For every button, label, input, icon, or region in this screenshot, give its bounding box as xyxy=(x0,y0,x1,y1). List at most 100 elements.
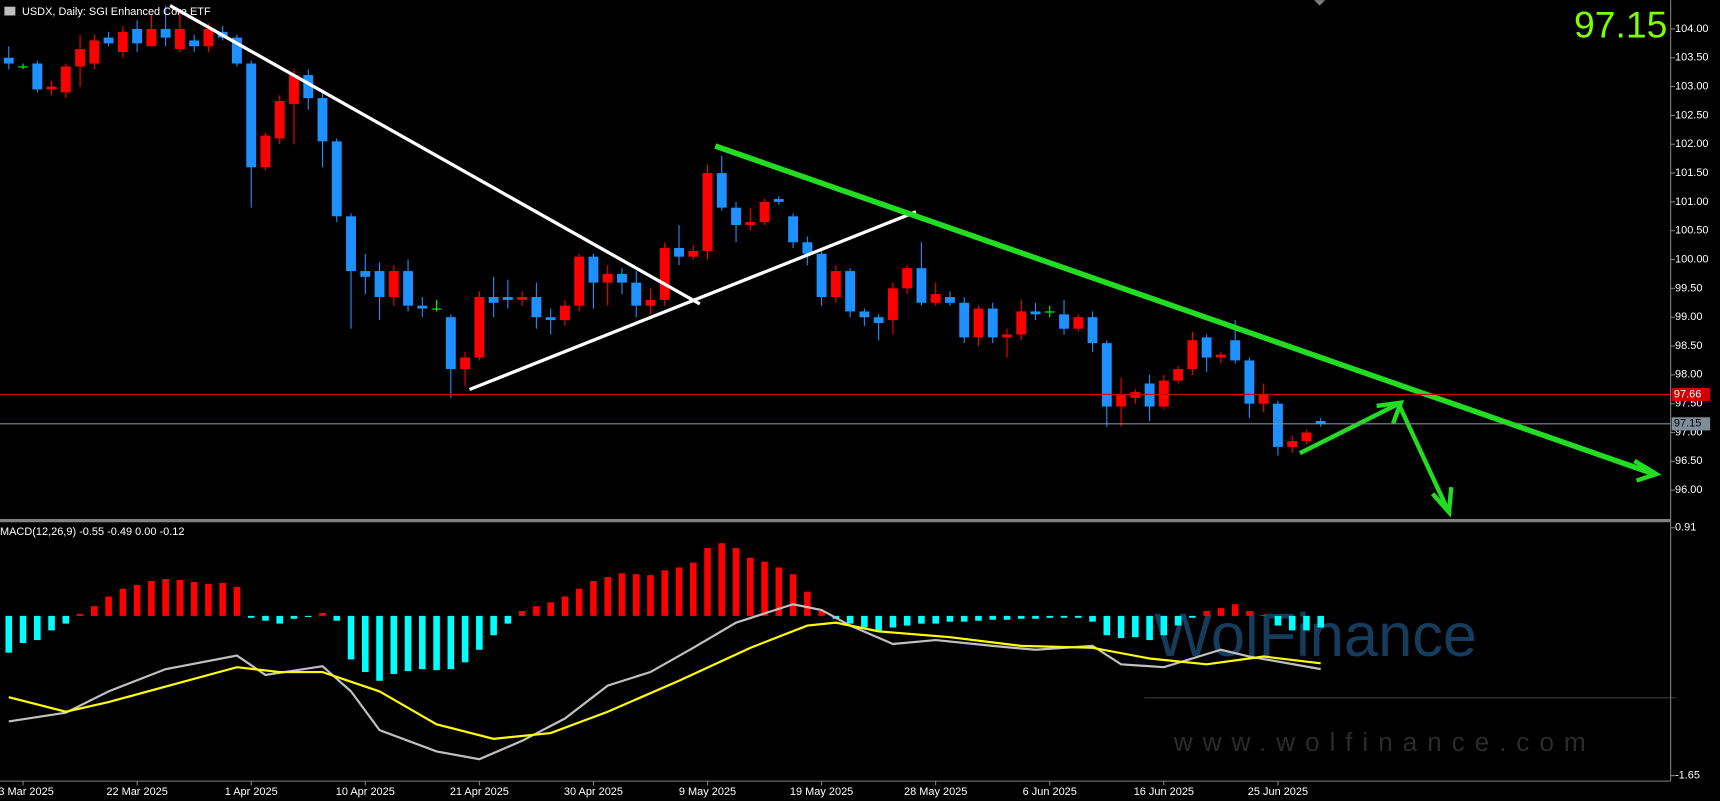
candle-body xyxy=(60,66,71,93)
candle-body xyxy=(303,75,314,99)
histogram-bar xyxy=(376,615,383,681)
y-tick-label: 102.00 xyxy=(1675,138,1709,150)
histogram-bar xyxy=(689,562,697,616)
y-tick-label: 0.91 xyxy=(1675,522,1696,534)
candle-body xyxy=(160,28,171,38)
x-tick-label: 10 Apr 2025 xyxy=(336,786,395,798)
candle-body xyxy=(1101,343,1112,407)
histogram-bar xyxy=(48,615,55,631)
candle-body xyxy=(374,271,385,298)
histogram-bar xyxy=(433,615,440,671)
candle-body xyxy=(1187,340,1198,370)
histogram-bar xyxy=(319,612,326,616)
trendline xyxy=(169,4,701,306)
histogram-bar xyxy=(932,615,939,624)
histogram-bar xyxy=(1174,615,1182,626)
histogram-bar xyxy=(989,615,997,620)
x-tick-label: 1 Apr 2025 xyxy=(225,786,278,798)
candle-body xyxy=(388,271,399,298)
shift-marker xyxy=(1314,0,1326,6)
candle-body xyxy=(731,207,741,225)
pane-separator xyxy=(0,518,1671,523)
histogram-bar xyxy=(1089,615,1096,622)
histogram-bar xyxy=(704,548,711,616)
candle-body xyxy=(517,297,528,300)
candle-body xyxy=(645,299,656,306)
candle-body xyxy=(1016,311,1027,335)
y-tick-label: 98.50 xyxy=(1675,340,1702,352)
candle-body xyxy=(1073,317,1084,329)
histogram-bar xyxy=(1032,615,1039,619)
x-tick-label: 22 Mar 2025 xyxy=(106,786,168,798)
histogram-bar xyxy=(1288,615,1296,631)
candle-body xyxy=(845,271,856,312)
candle-body xyxy=(930,294,941,303)
y-tick-label: 104.00 xyxy=(1675,23,1709,35)
candle-body xyxy=(1002,334,1012,338)
candle-body xyxy=(89,40,100,64)
candle-body xyxy=(1258,395,1269,404)
candle-body xyxy=(602,273,613,283)
histogram-bar xyxy=(404,615,412,672)
candle-body xyxy=(902,268,913,289)
histogram-bar xyxy=(119,588,127,616)
histogram-bar xyxy=(1160,615,1168,636)
y-tick-label: 99.50 xyxy=(1675,282,1702,294)
candle-body xyxy=(488,297,499,303)
histogram-bar xyxy=(1203,611,1210,616)
y-tick-label: 101.00 xyxy=(1675,196,1709,208)
histogram-bar xyxy=(561,596,569,616)
candle-body xyxy=(631,282,642,306)
y-tick-label: 96.50 xyxy=(1675,455,1702,467)
candle-body xyxy=(260,135,271,168)
arrow-head xyxy=(1376,400,1405,425)
histogram-bar xyxy=(1189,615,1196,618)
histogram-bar xyxy=(1231,604,1239,616)
candle-body xyxy=(502,297,513,300)
candle-body xyxy=(830,271,841,298)
histogram-bar xyxy=(889,615,897,628)
candle-body xyxy=(274,101,285,139)
candle-body xyxy=(1173,369,1184,381)
histogram-bar xyxy=(233,586,241,616)
histogram-bar xyxy=(804,591,811,616)
histogram-bar xyxy=(1146,615,1153,641)
histogram-bar xyxy=(19,615,27,643)
histogram-bar xyxy=(1303,615,1310,631)
y-tick-label: 103.50 xyxy=(1675,52,1709,64)
candle-body xyxy=(916,268,927,303)
histogram-bar xyxy=(1046,615,1054,618)
histogram-bar xyxy=(632,574,640,616)
candle-body xyxy=(574,256,585,306)
histogram-bar xyxy=(747,557,754,616)
candle-body xyxy=(317,98,328,142)
candle-body xyxy=(945,297,955,303)
histogram-bar xyxy=(1317,615,1325,628)
histogram-bar xyxy=(918,615,925,624)
histogram-bar xyxy=(789,574,797,616)
candle-body xyxy=(1130,392,1141,398)
price-label-box xyxy=(1671,387,1711,402)
x-tick-label: 6 Jun 2025 xyxy=(1023,786,1077,798)
histogram-bar xyxy=(590,581,597,616)
histogram-bar xyxy=(946,615,954,622)
histogram-bar xyxy=(1217,608,1225,616)
candle-body xyxy=(802,242,813,254)
histogram-bar xyxy=(290,615,298,619)
histogram-bar xyxy=(276,615,284,624)
y-tick-label: 103.00 xyxy=(1675,80,1709,92)
y-tick-label: 96.00 xyxy=(1675,484,1702,496)
histogram-bar xyxy=(304,615,312,617)
histogram-bar xyxy=(461,615,469,663)
histogram-bar xyxy=(960,615,968,622)
candle-body xyxy=(445,317,456,370)
histogram-bar xyxy=(1132,615,1139,638)
y-tick-label: 102.50 xyxy=(1675,109,1709,121)
histogram-bar xyxy=(447,615,455,670)
candle-body xyxy=(1030,311,1041,315)
histogram-bar xyxy=(618,573,626,616)
candle-body xyxy=(959,302,970,338)
symbol-flag xyxy=(4,6,16,16)
histogram-bar xyxy=(518,611,526,616)
